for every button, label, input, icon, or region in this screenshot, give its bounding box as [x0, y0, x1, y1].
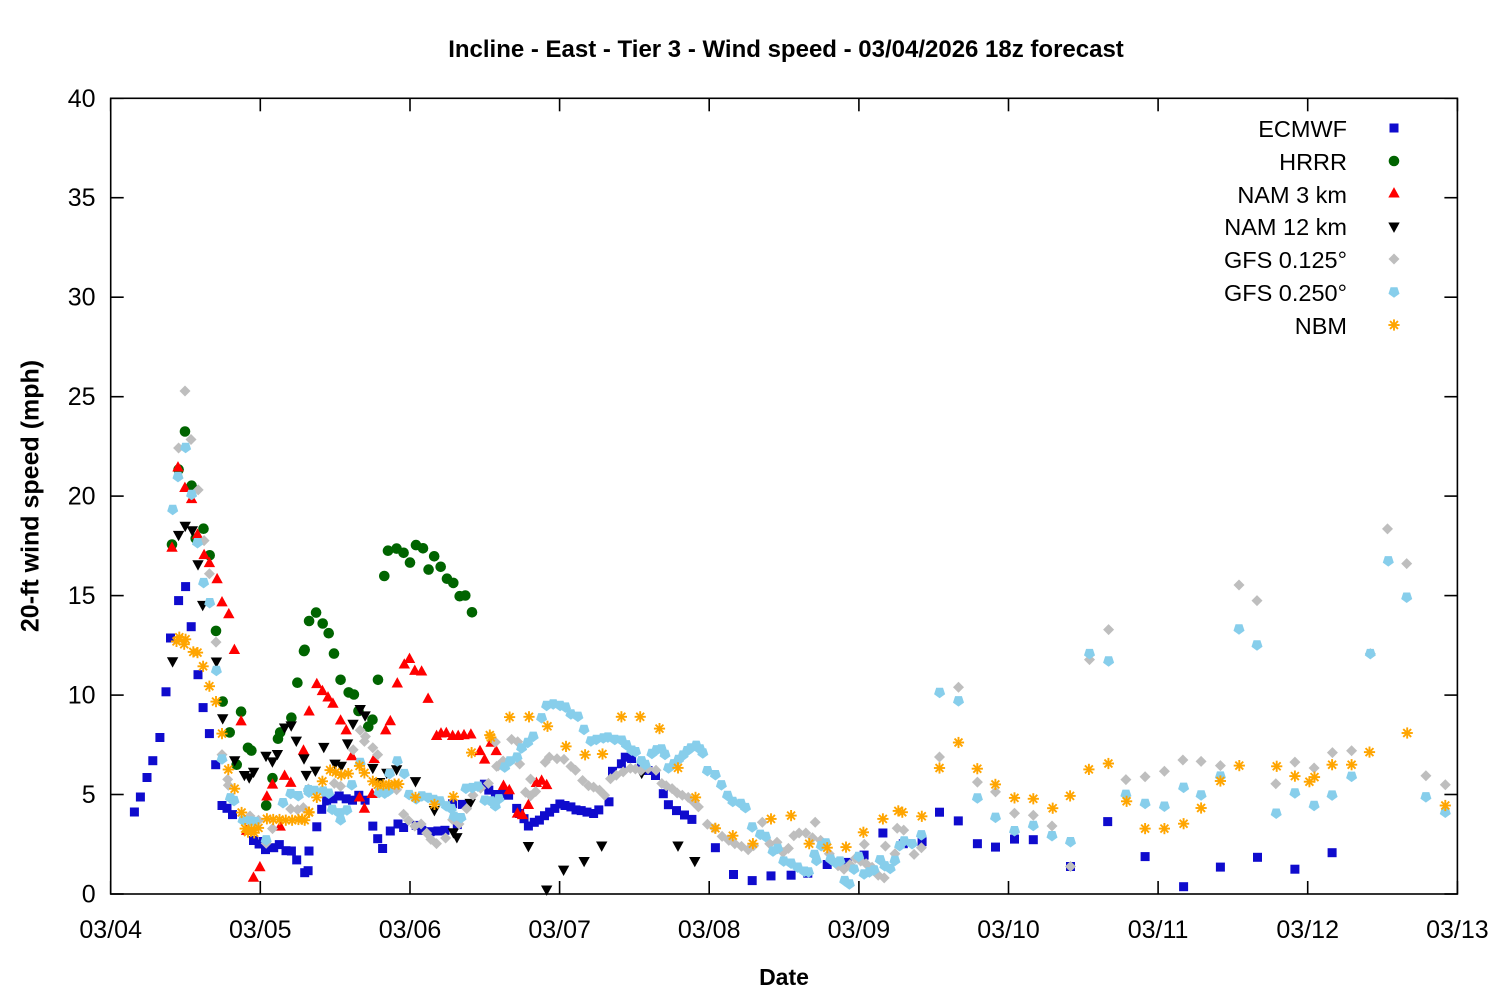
svg-text:30: 30	[68, 284, 96, 312]
svg-text:NAM 3 km: NAM 3 km	[1237, 182, 1347, 208]
svg-text:03/07: 03/07	[528, 916, 591, 944]
svg-text:35: 35	[68, 184, 96, 212]
svg-text:NBM: NBM	[1295, 313, 1347, 339]
svg-text:03/08: 03/08	[678, 916, 741, 944]
svg-text:HRRR: HRRR	[1279, 149, 1347, 175]
svg-text:10: 10	[68, 682, 96, 710]
svg-text:40: 40	[68, 85, 96, 113]
svg-text:15: 15	[68, 582, 96, 610]
svg-text:GFS 0.125°: GFS 0.125°	[1224, 247, 1347, 273]
svg-text:03/09: 03/09	[828, 916, 891, 944]
svg-text:ECMWF: ECMWF	[1258, 116, 1347, 142]
svg-text:03/11: 03/11	[1128, 916, 1189, 944]
svg-text:03/13: 03/13	[1426, 916, 1489, 944]
svg-text:Date: Date	[759, 964, 809, 990]
svg-text:20: 20	[68, 483, 96, 511]
svg-text:03/05: 03/05	[229, 916, 292, 944]
svg-text:03/04: 03/04	[79, 916, 142, 944]
svg-text:5: 5	[82, 781, 96, 809]
svg-text:20-ft wind speed (mph): 20-ft wind speed (mph)	[17, 360, 45, 632]
svg-text:03/12: 03/12	[1276, 916, 1339, 944]
svg-text:25: 25	[68, 383, 96, 411]
svg-text:0: 0	[82, 881, 96, 909]
svg-text:NAM 12 km: NAM 12 km	[1224, 214, 1347, 240]
svg-text:03/10: 03/10	[977, 916, 1040, 944]
svg-text:Incline - East - Tier 3 - Wind: Incline - East - Tier 3 - Wind speed - 0…	[448, 36, 1124, 63]
svg-text:03/06: 03/06	[379, 916, 442, 944]
svg-text:GFS 0.250°: GFS 0.250°	[1224, 280, 1347, 306]
